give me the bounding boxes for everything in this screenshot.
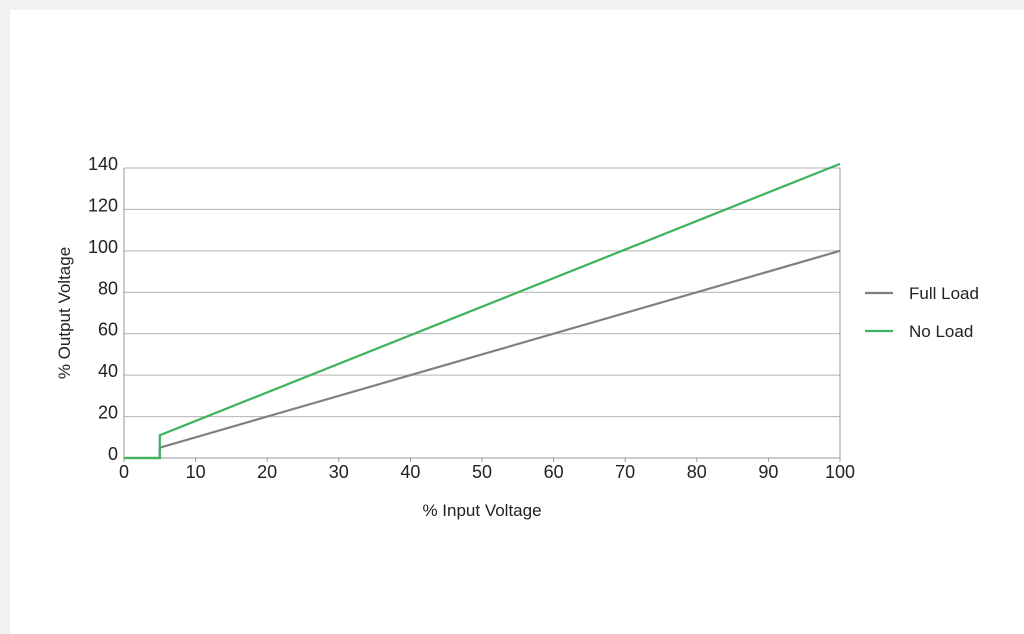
x-tick-label-0: 0 [119, 462, 129, 482]
x-tick-label-70: 70 [615, 462, 635, 482]
series-line-no-load [124, 162, 841, 460]
axes [123, 168, 841, 462]
x-tick-labels: 0 10 20 30 40 50 60 70 80 90 100 [119, 462, 855, 482]
series-lines [124, 162, 841, 460]
y-tick-label-140: 140 [88, 154, 118, 174]
x-tick-label-30: 30 [329, 462, 349, 482]
y-tick-label-20: 20 [98, 403, 118, 423]
series-line-full-load [124, 249, 841, 460]
x-axis-title: % Input Voltage [422, 501, 541, 520]
y-tick-label-60: 60 [98, 320, 118, 340]
y-tick-label-40: 40 [98, 361, 118, 381]
x-tick-label-60: 60 [544, 462, 564, 482]
y-tick-label-120: 120 [88, 195, 118, 215]
y-tick-labels: 0 20 40 60 80 100 120 140 [88, 154, 118, 464]
x-tick-label-80: 80 [687, 462, 707, 482]
x-tick-label-90: 90 [758, 462, 778, 482]
x-tick-label-40: 40 [400, 462, 420, 482]
x-tick-label-100: 100 [825, 462, 855, 482]
legend-label-no-load: No Load [909, 322, 973, 341]
legend-label-full-load: Full Load [909, 284, 979, 303]
y-axis-title: % Output Voltage [55, 247, 74, 379]
x-tick-label-50: 50 [472, 462, 492, 482]
legend: Full Load No Load [865, 284, 979, 341]
y-tick-label-0: 0 [108, 444, 118, 464]
x-tick-label-20: 20 [257, 462, 277, 482]
chart-card: 0 10 20 30 40 50 60 70 80 90 100 0 20 40 60 80 100 120 14… [10, 10, 1024, 634]
y-tick-label-80: 80 [98, 278, 118, 298]
x-tick-label-10: 10 [186, 462, 206, 482]
y-tick-label-100: 100 [88, 237, 118, 257]
grid-lines [124, 167, 840, 418]
line-chart: 0 10 20 30 40 50 60 70 80 90 100 0 20 40 60 80 100 120 14… [55, 154, 979, 520]
